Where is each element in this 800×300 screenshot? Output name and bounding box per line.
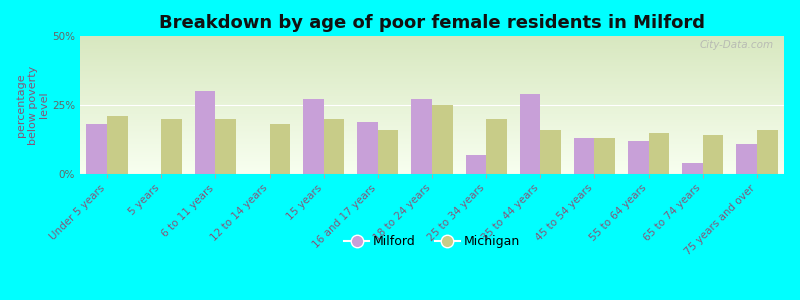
Text: City-Data.com: City-Data.com xyxy=(699,40,774,50)
Y-axis label: percentage
below poverty
level: percentage below poverty level xyxy=(16,65,50,145)
Bar xyxy=(107,116,128,174)
Bar xyxy=(649,133,669,174)
Legend: Milford, Michigan: Milford, Michigan xyxy=(339,230,525,253)
Bar xyxy=(540,130,561,174)
Bar xyxy=(324,119,344,174)
Title: Breakdown by age of poor female residents in Milford: Breakdown by age of poor female resident… xyxy=(159,14,705,32)
Bar xyxy=(303,100,324,174)
Bar xyxy=(574,138,594,174)
Bar xyxy=(86,124,107,174)
Bar xyxy=(466,155,486,174)
Bar xyxy=(411,100,432,174)
Bar xyxy=(757,130,778,174)
Bar xyxy=(378,130,398,174)
Bar xyxy=(594,138,615,174)
Bar xyxy=(628,141,649,174)
Bar xyxy=(432,105,453,174)
Bar xyxy=(270,124,290,174)
Bar xyxy=(682,163,702,174)
Bar xyxy=(736,144,757,174)
Bar xyxy=(520,94,540,174)
Bar xyxy=(215,119,236,174)
Bar xyxy=(162,119,182,174)
Bar xyxy=(358,122,378,174)
Bar xyxy=(195,91,215,174)
Bar xyxy=(702,135,723,174)
Bar xyxy=(486,119,506,174)
